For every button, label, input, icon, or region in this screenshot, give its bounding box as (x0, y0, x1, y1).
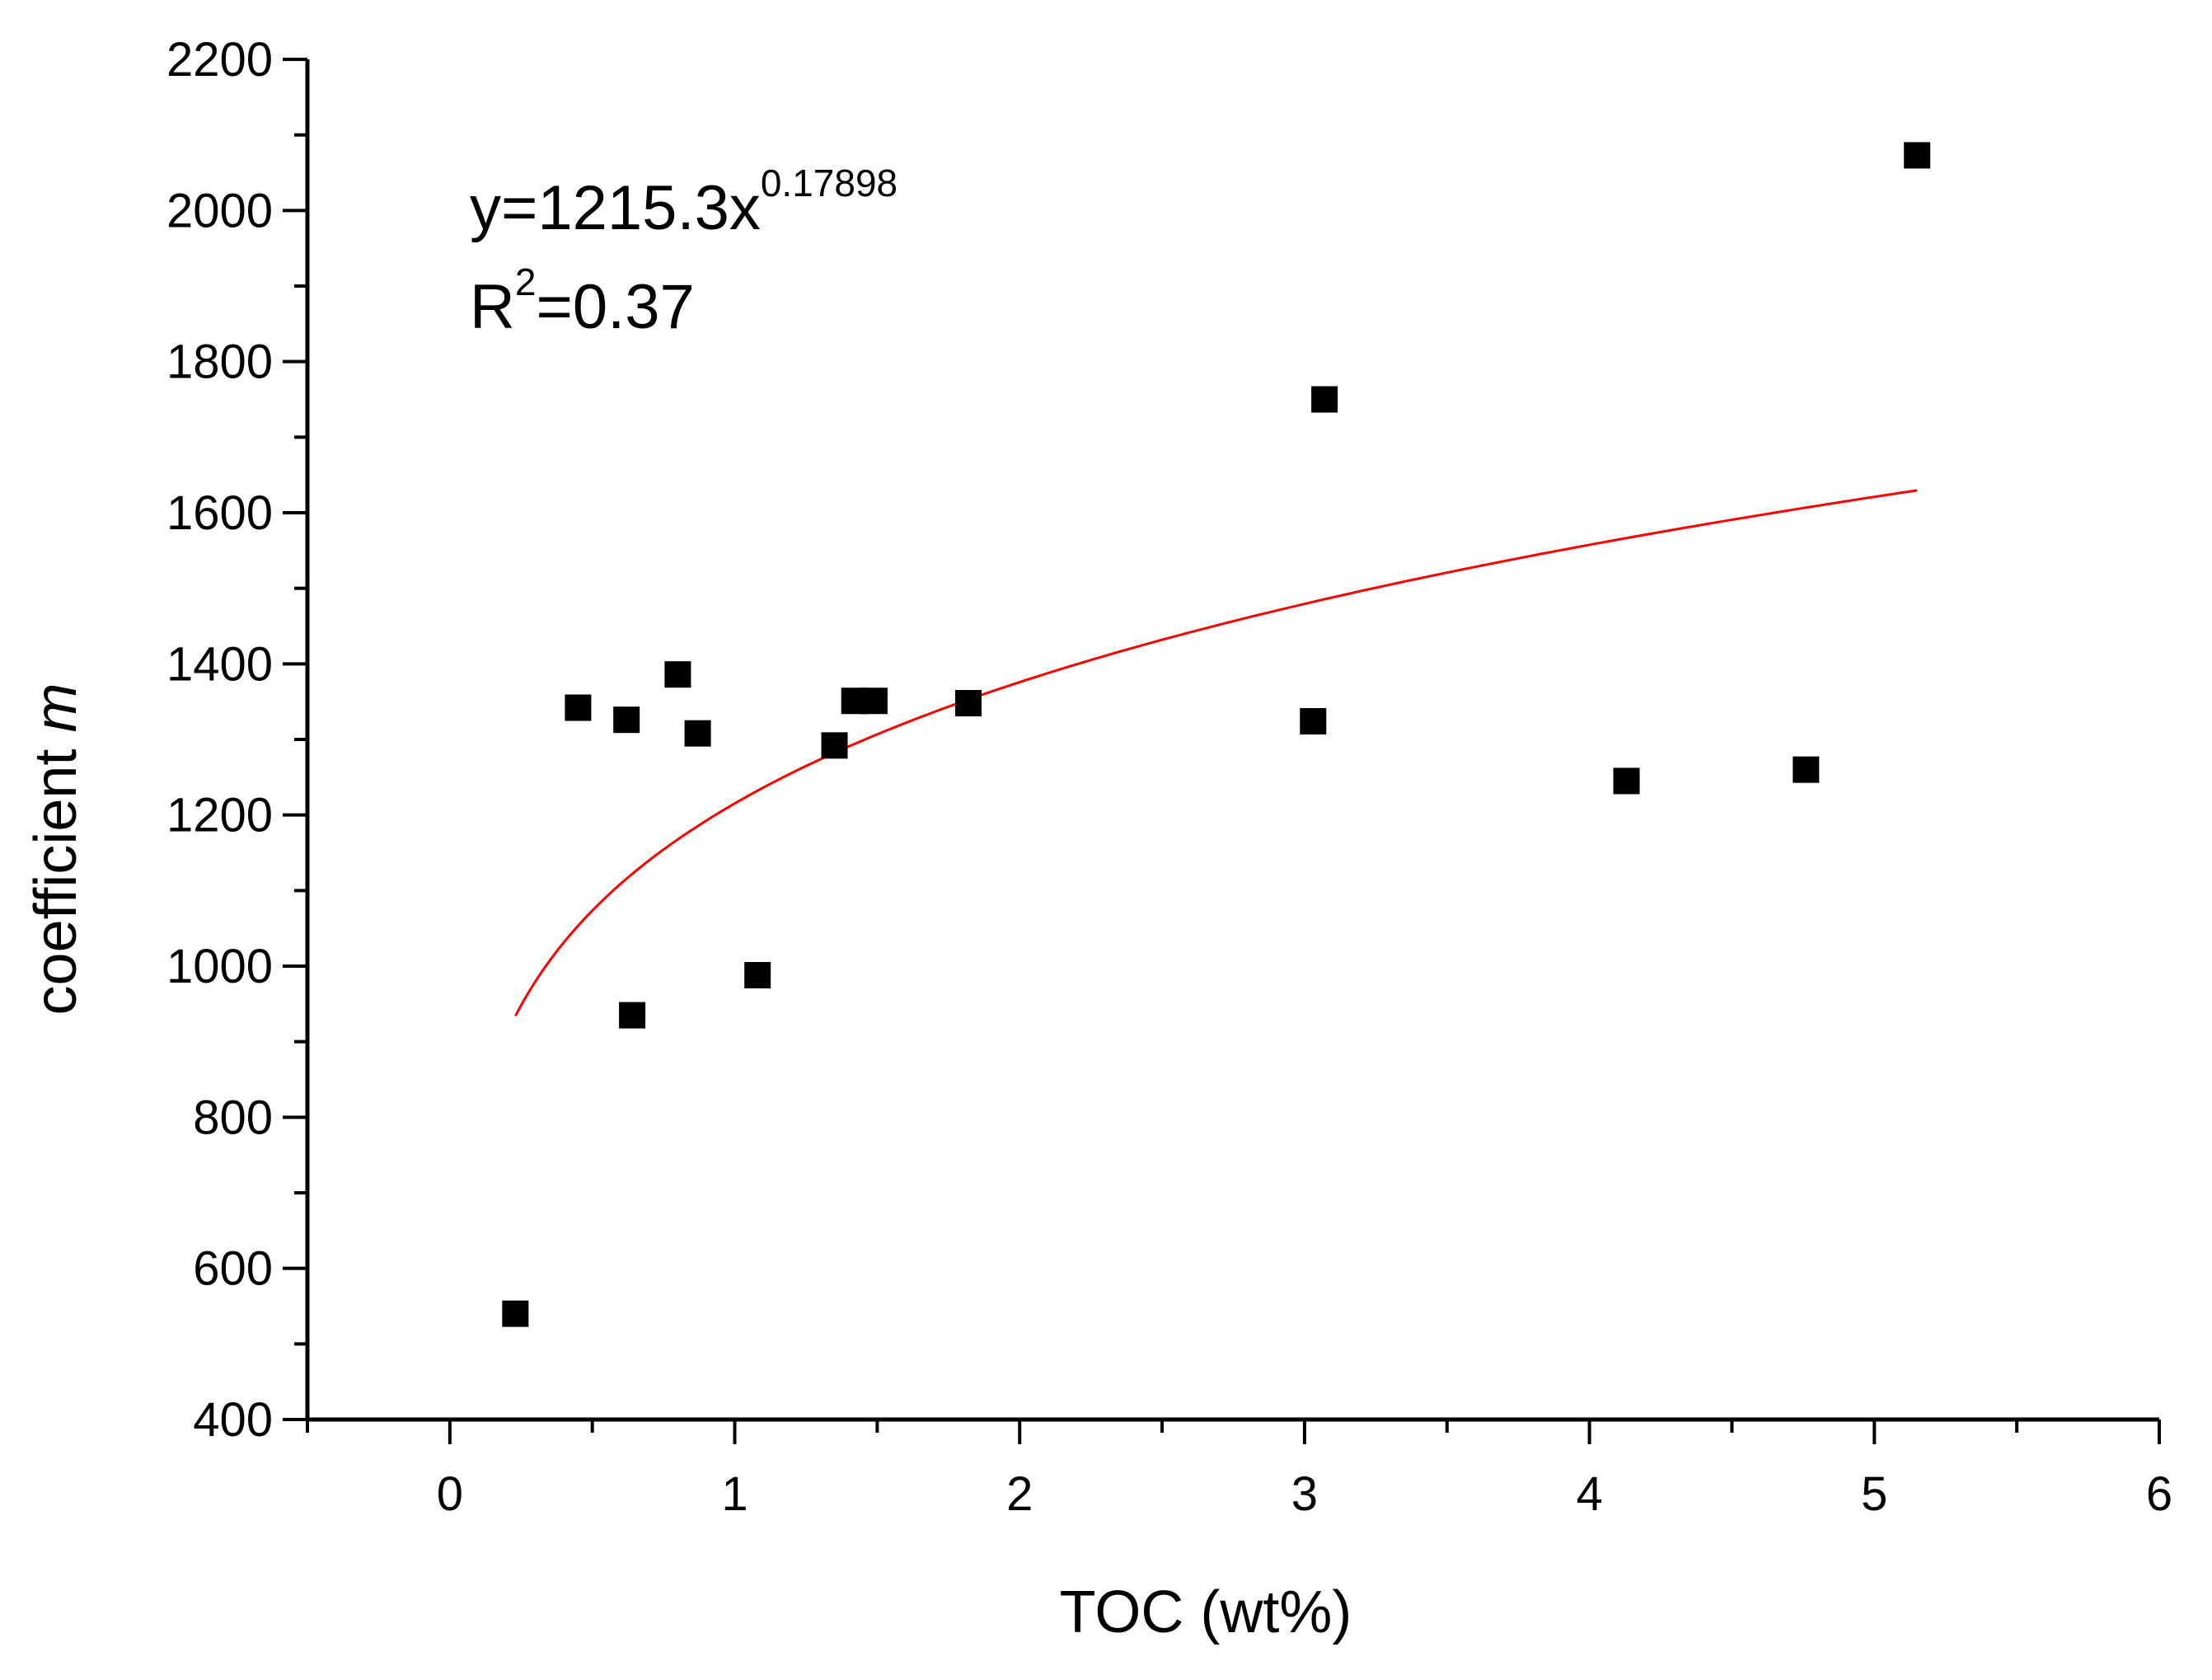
data-point (821, 732, 848, 759)
equation-base: y=1215.3x (470, 173, 761, 243)
equation-exponent: 0.17898 (761, 162, 897, 204)
x-tick-label: 5 (1861, 1467, 1887, 1521)
data-point (684, 720, 711, 747)
x-tick-label: 4 (1576, 1467, 1602, 1521)
y-tick-label: 1200 (166, 789, 273, 842)
data-point (1613, 767, 1640, 795)
data-point (613, 706, 640, 734)
points-layer (502, 142, 1931, 1327)
power-fit-curve (514, 489, 1918, 1017)
r2-annotation: R2=0.37 (470, 260, 695, 342)
y-tick-label: 2200 (166, 33, 273, 87)
y-tick-label: 2000 (166, 184, 273, 237)
data-point (1793, 756, 1820, 783)
x-tick-label: 0 (437, 1467, 463, 1521)
y-axis-title: coefficient m (23, 683, 89, 1016)
equation-annotation: y=1215.3x0.17898 (470, 162, 897, 243)
y-tick-label: 1000 (166, 940, 273, 993)
x-tick-label: 3 (1291, 1467, 1318, 1521)
data-point (1904, 142, 1931, 169)
x-tick-label: 1 (721, 1467, 747, 1521)
axes: 400 600 800 1000 1200 1400 1600 1800 2000 2200 0 1 2… (166, 33, 2172, 1521)
x-tick-label: 2 (1006, 1467, 1033, 1521)
r2-sup: 2 (515, 260, 537, 303)
data-point (744, 962, 771, 988)
fit-curve-layer (514, 489, 1918, 1017)
r2-base: R (470, 272, 515, 342)
data-point (955, 690, 982, 716)
y-tick-label: 600 (193, 1242, 273, 1296)
y-tick-label: 400 (193, 1393, 273, 1447)
y-tick-label: 800 (193, 1091, 273, 1144)
y-tick-label: 1800 (166, 336, 273, 389)
y-axis-title-prefix: coefficient (23, 733, 89, 1016)
data-point (565, 694, 592, 721)
data-point (664, 661, 691, 688)
y-axis-title-variable: m (23, 683, 89, 733)
data-point (502, 1300, 529, 1327)
x-axis-title: TOC (wt%) (1060, 1579, 1352, 1645)
data-point (619, 1002, 646, 1029)
data-point (1311, 386, 1338, 413)
x-tick-label: 6 (2146, 1467, 2172, 1521)
y-tick-label: 1600 (166, 486, 273, 540)
data-point (1300, 708, 1327, 734)
r2-value: =0.37 (536, 272, 694, 342)
data-point (860, 687, 888, 715)
y-tick-label: 1400 (166, 637, 273, 691)
